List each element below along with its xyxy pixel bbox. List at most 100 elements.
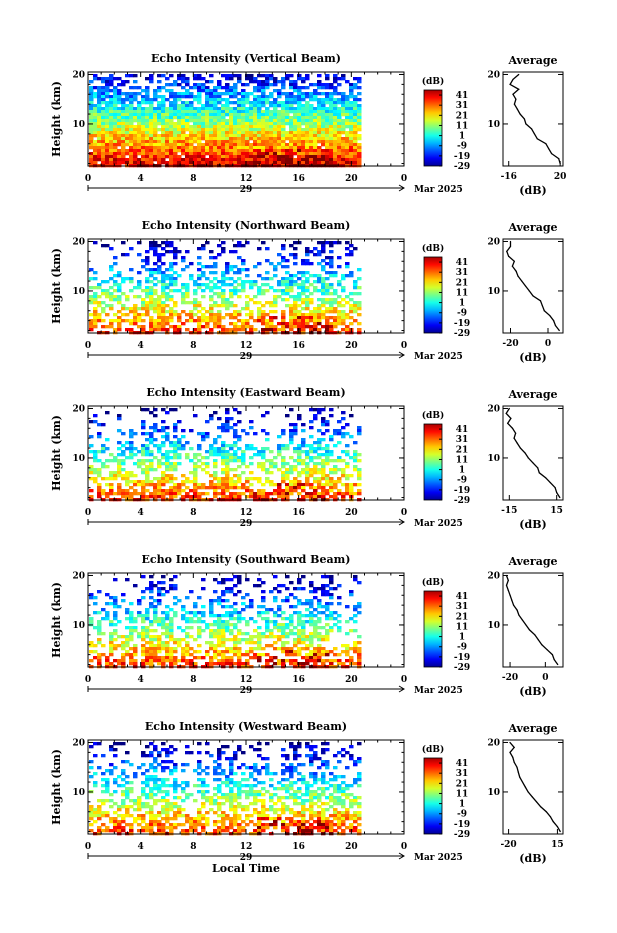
heatmap-cell	[293, 310, 298, 313]
heatmap-cell	[125, 477, 130, 480]
heatmap-cell	[133, 584, 138, 587]
heatmap-cell	[325, 158, 330, 161]
heatmap-cell	[293, 107, 298, 110]
heatmap-cell	[129, 638, 134, 641]
heatmap-cell	[217, 483, 222, 486]
heatmap-cell	[169, 250, 174, 253]
heatmap-cell	[133, 113, 138, 116]
heatmap-cell	[341, 328, 346, 331]
heatmap-cell	[261, 113, 266, 116]
heatmap-cell	[169, 313, 174, 316]
average-profile-point	[559, 330, 560, 331]
heatmap-cell	[113, 623, 118, 626]
heatmap-cell	[161, 149, 166, 152]
heatmap-cell	[109, 74, 114, 77]
heatmap-cell	[173, 584, 178, 587]
average-profile-point	[506, 413, 507, 414]
heatmap-cell	[289, 659, 294, 662]
heatmap-cell	[293, 280, 298, 283]
heatmap-cell	[169, 638, 174, 641]
heatmap-cell	[113, 161, 118, 164]
heatmap-cell	[181, 608, 186, 611]
heatmap-cell	[289, 468, 294, 471]
heatmap-cell	[357, 268, 362, 271]
heatmap-cell	[225, 483, 230, 486]
average-profile-point	[510, 418, 511, 419]
heatmap-cell	[149, 656, 154, 659]
heatmap-cell	[109, 155, 114, 158]
heatmap-cell	[197, 107, 202, 110]
heatmap-cell	[169, 107, 174, 110]
heatmap-cell	[241, 101, 246, 104]
heatmap-cell	[165, 134, 170, 137]
heatmap-cell	[333, 480, 338, 483]
heatmap-cell	[237, 662, 242, 665]
heatmap-cell	[257, 137, 262, 140]
heatmap-cell	[213, 116, 218, 119]
heatmap-cell	[109, 107, 114, 110]
heatmap-cell	[169, 158, 174, 161]
heatmap-cell	[265, 301, 270, 304]
heatmap-cell	[165, 477, 170, 480]
heatmap-cell	[321, 477, 326, 480]
heatmap-cell	[133, 92, 138, 95]
heatmap-cell	[337, 629, 342, 632]
heatmap-cell	[301, 149, 306, 152]
heatmap-cell	[289, 86, 294, 89]
heatmap-cell	[317, 101, 322, 104]
heatmap-cell	[129, 447, 134, 450]
heatmap-cell	[221, 250, 226, 253]
heatmap-cell	[161, 426, 166, 429]
heatmap-cell	[165, 653, 170, 656]
heatmap-cell	[229, 605, 234, 608]
heatmap-cell	[221, 146, 226, 149]
heatmap-cell	[317, 480, 322, 483]
heatmap-cell	[173, 602, 178, 605]
heatmap-cell	[169, 444, 174, 447]
heatmap-cell	[109, 101, 114, 104]
heatmap-cell	[281, 465, 286, 468]
heatmap-cell	[141, 444, 146, 447]
heatmap-cell	[209, 122, 214, 125]
heatmap-cell	[121, 280, 126, 283]
heatmap-cell	[309, 650, 314, 653]
heatmap-cell	[165, 107, 170, 110]
heatmap-cell	[189, 146, 194, 149]
heatmap-cell	[293, 110, 298, 113]
heatmap-cell	[341, 495, 346, 498]
heatmap-cell	[289, 483, 294, 486]
heatmap-cell	[121, 319, 126, 322]
heatmap-cell	[325, 131, 330, 134]
heatmap-cell	[229, 146, 234, 149]
heatmap-cell	[357, 650, 362, 653]
heatmap-cell	[233, 662, 238, 665]
heatmap-cell	[129, 86, 134, 89]
heatmap-cell	[301, 468, 306, 471]
heatmap-cell	[221, 131, 226, 134]
heatmap-cell	[249, 101, 254, 104]
heatmap-cell	[341, 119, 346, 122]
heatmap-cell	[281, 444, 286, 447]
heatmap-cell	[297, 134, 302, 137]
heatmap-cell	[333, 89, 338, 92]
heatmap-cell	[113, 107, 118, 110]
heatmap-cell	[289, 614, 294, 617]
heatmap-cell	[281, 635, 286, 638]
heatmap-cell	[197, 644, 202, 647]
heatmap-cell	[221, 298, 226, 301]
heatmap-cell	[153, 656, 158, 659]
heatmap-cell	[229, 316, 234, 319]
heatmap-cell	[161, 158, 166, 161]
heatmap-cell	[225, 590, 230, 593]
heatmap-cell	[193, 122, 198, 125]
heatmap-cell	[309, 128, 314, 131]
x-tick-label: 8	[190, 508, 196, 518]
heatmap-cell	[113, 155, 118, 158]
heatmap-cell	[285, 134, 290, 137]
heatmap-cell	[121, 122, 126, 125]
heatmap-cell	[265, 480, 270, 483]
heatmap-cell	[137, 316, 142, 319]
heatmap-cell	[149, 319, 154, 322]
heatmap-cell	[173, 140, 178, 143]
heatmap-cell	[177, 74, 182, 77]
